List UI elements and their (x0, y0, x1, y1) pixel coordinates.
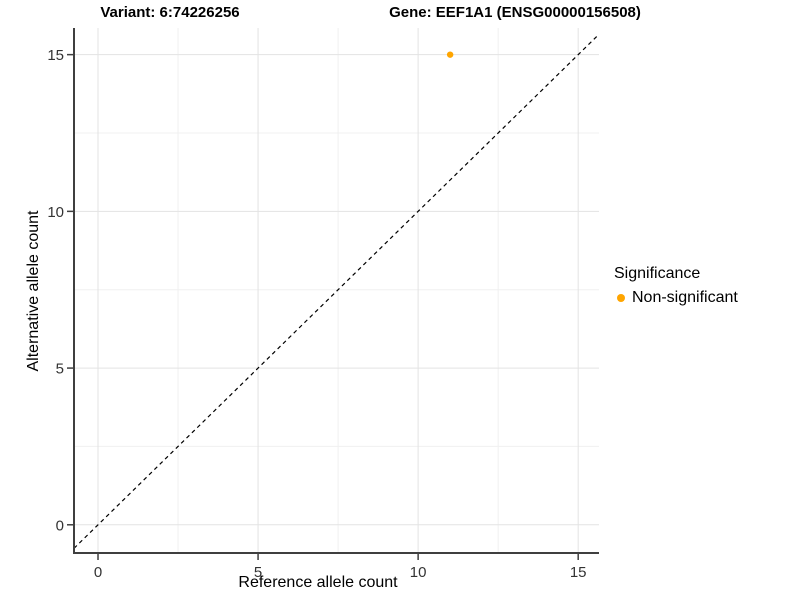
identity-dashed-line (73, 33, 600, 549)
legend-entry-non-significant: Non-significant (617, 289, 738, 307)
legend: Significance Non-significant (614, 265, 738, 307)
x-tick-label: 5 (254, 564, 262, 581)
y-tick-label: 0 (56, 517, 64, 534)
x-axis-label: Reference allele count (238, 574, 398, 591)
y-tick-label: 10 (47, 204, 64, 221)
y-tick-label: 15 (47, 47, 64, 64)
legend-title: Significance (614, 265, 701, 282)
x-tick-label: 0 (94, 564, 102, 581)
legend-entry-label: Non-significant (632, 289, 738, 306)
x-tick-label: 10 (410, 564, 427, 581)
legend-point-icon (617, 294, 625, 302)
y-tick-label: 5 (56, 361, 64, 378)
plot-title-gene: Gene: EEF1A1 (ENSG00000156508) (389, 4, 641, 21)
x-tick-label: 15 (570, 564, 587, 581)
plot-title-variant: Variant: 6:74226256 (100, 4, 240, 21)
data-point (446, 51, 454, 58)
